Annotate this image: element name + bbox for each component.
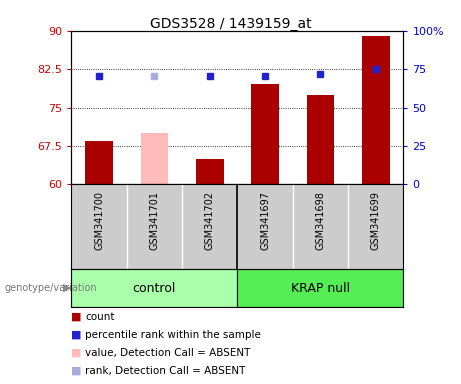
Text: GSM341700: GSM341700 <box>94 191 104 250</box>
Bar <box>362 36 390 184</box>
Text: ■: ■ <box>71 312 82 322</box>
Bar <box>71 269 237 307</box>
Text: GSM341699: GSM341699 <box>371 191 381 250</box>
Bar <box>196 159 224 184</box>
Text: GSM341697: GSM341697 <box>260 191 270 250</box>
Bar <box>251 84 279 184</box>
Text: value, Detection Call = ABSENT: value, Detection Call = ABSENT <box>85 348 251 358</box>
Text: KRAP null: KRAP null <box>291 281 350 295</box>
Text: rank, Detection Call = ABSENT: rank, Detection Call = ABSENT <box>85 366 246 376</box>
Bar <box>85 141 113 184</box>
Text: percentile rank within the sample: percentile rank within the sample <box>85 330 261 340</box>
Bar <box>141 133 168 184</box>
Text: control: control <box>133 281 176 295</box>
Text: ■: ■ <box>71 366 82 376</box>
Text: GSM341702: GSM341702 <box>205 191 215 250</box>
Bar <box>237 269 403 307</box>
Text: GDS3528 / 1439159_at: GDS3528 / 1439159_at <box>150 17 311 31</box>
Text: ▶: ▶ <box>63 283 71 293</box>
Bar <box>307 95 334 184</box>
Text: count: count <box>85 312 115 322</box>
Text: GSM341698: GSM341698 <box>315 191 325 250</box>
Text: ■: ■ <box>71 348 82 358</box>
Text: GSM341701: GSM341701 <box>149 191 160 250</box>
Text: ■: ■ <box>71 330 82 340</box>
Text: genotype/variation: genotype/variation <box>5 283 97 293</box>
